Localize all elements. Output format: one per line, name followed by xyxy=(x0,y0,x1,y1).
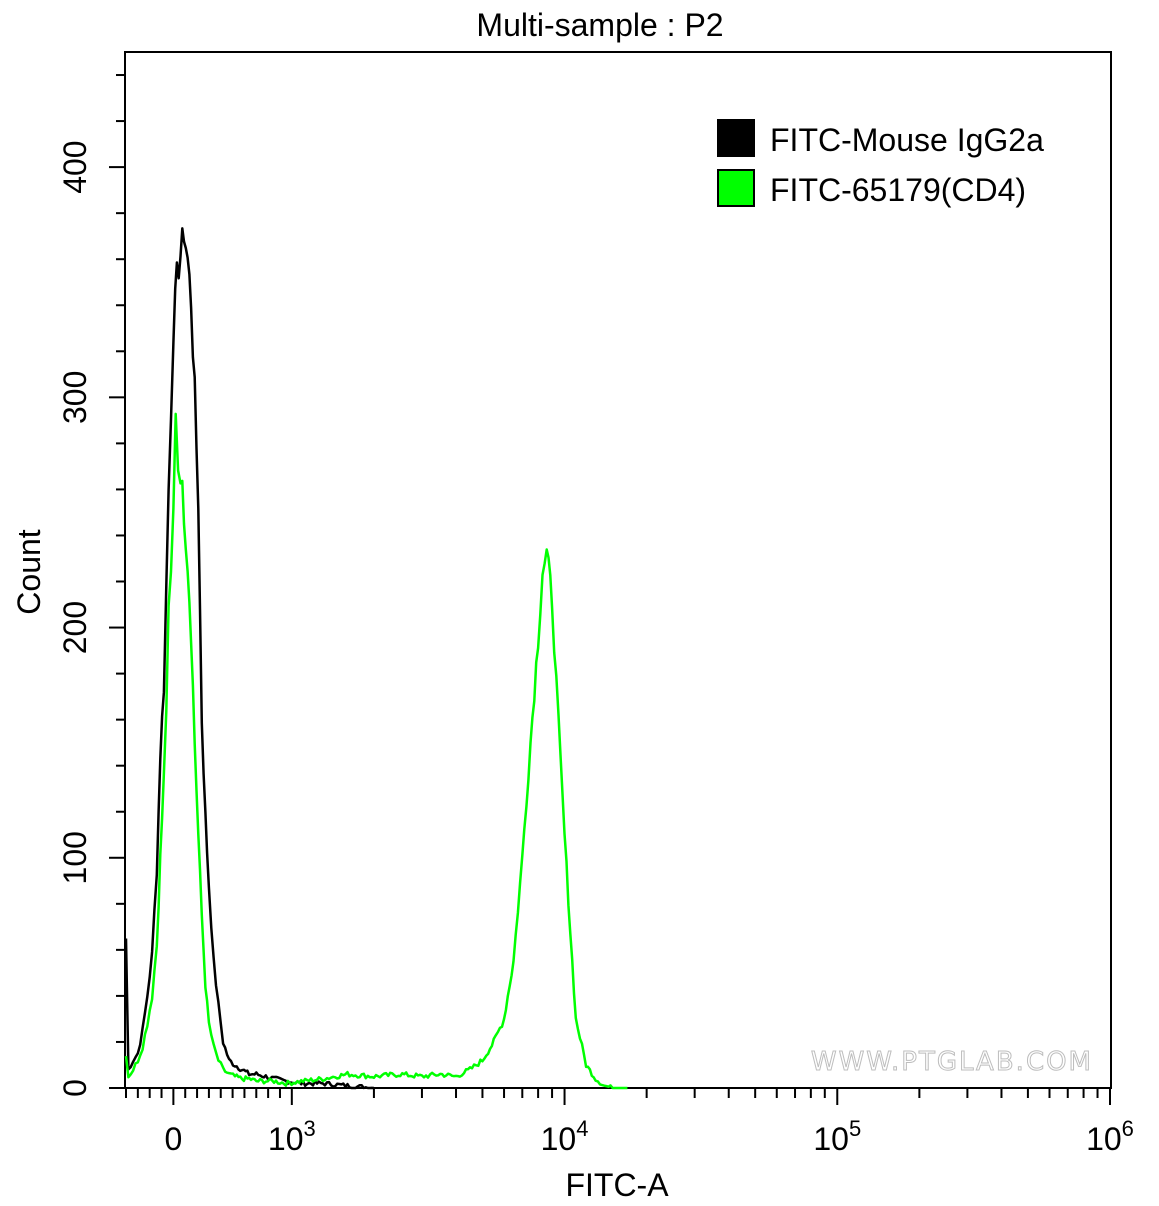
x-axis-label: FITC-A xyxy=(565,1167,669,1203)
series-line-0 xyxy=(124,227,374,1090)
x-tick-base: 10 xyxy=(1086,1121,1122,1157)
legend-label-1: FITC-65179(CD4) xyxy=(770,172,1026,208)
x-tick-exponent: 3 xyxy=(303,1116,315,1141)
x-tick-label: 105 xyxy=(813,1116,861,1157)
watermark-text: WWW.PTGLAB.COM xyxy=(811,1047,1093,1077)
x-tick-exponent: 6 xyxy=(1122,1116,1134,1141)
x-tick-base: 0 xyxy=(164,1121,182,1157)
legend-label-0: FITC-Mouse IgG2a xyxy=(770,122,1044,158)
y-tick-label: 200 xyxy=(57,601,93,654)
x-tick-label: 104 xyxy=(541,1116,589,1157)
y-tick-label: 100 xyxy=(57,831,93,884)
x-tick-label: 103 xyxy=(268,1116,316,1157)
y-axis-label: Count xyxy=(11,529,47,615)
x-tick-exponent: 4 xyxy=(576,1116,588,1141)
x-tick-base: 10 xyxy=(813,1121,849,1157)
legend: FITC-Mouse IgG2a FITC-65179(CD4) xyxy=(717,119,1044,208)
y-tick-label: 0 xyxy=(57,1079,93,1097)
x-tick-label: 106 xyxy=(1086,1116,1134,1157)
x-tick-base: 10 xyxy=(541,1121,577,1157)
x-tick-exponent: 5 xyxy=(849,1116,861,1141)
y-axis: 0 100 200 300 400 xyxy=(57,74,125,1097)
series-layer xyxy=(124,227,628,1090)
legend-swatch-0 xyxy=(717,119,755,157)
chart-title: Multi-sample : P2 xyxy=(476,7,723,43)
legend-swatch-1 xyxy=(717,169,755,207)
y-tick-label: 400 xyxy=(57,140,93,193)
x-axis: 0 103 104 105 106 xyxy=(125,1088,1134,1157)
series-line-1 xyxy=(124,412,628,1090)
y-tick-label: 300 xyxy=(57,371,93,424)
x-tick-base: 10 xyxy=(268,1121,304,1157)
x-tick-label: 0 xyxy=(164,1121,182,1157)
